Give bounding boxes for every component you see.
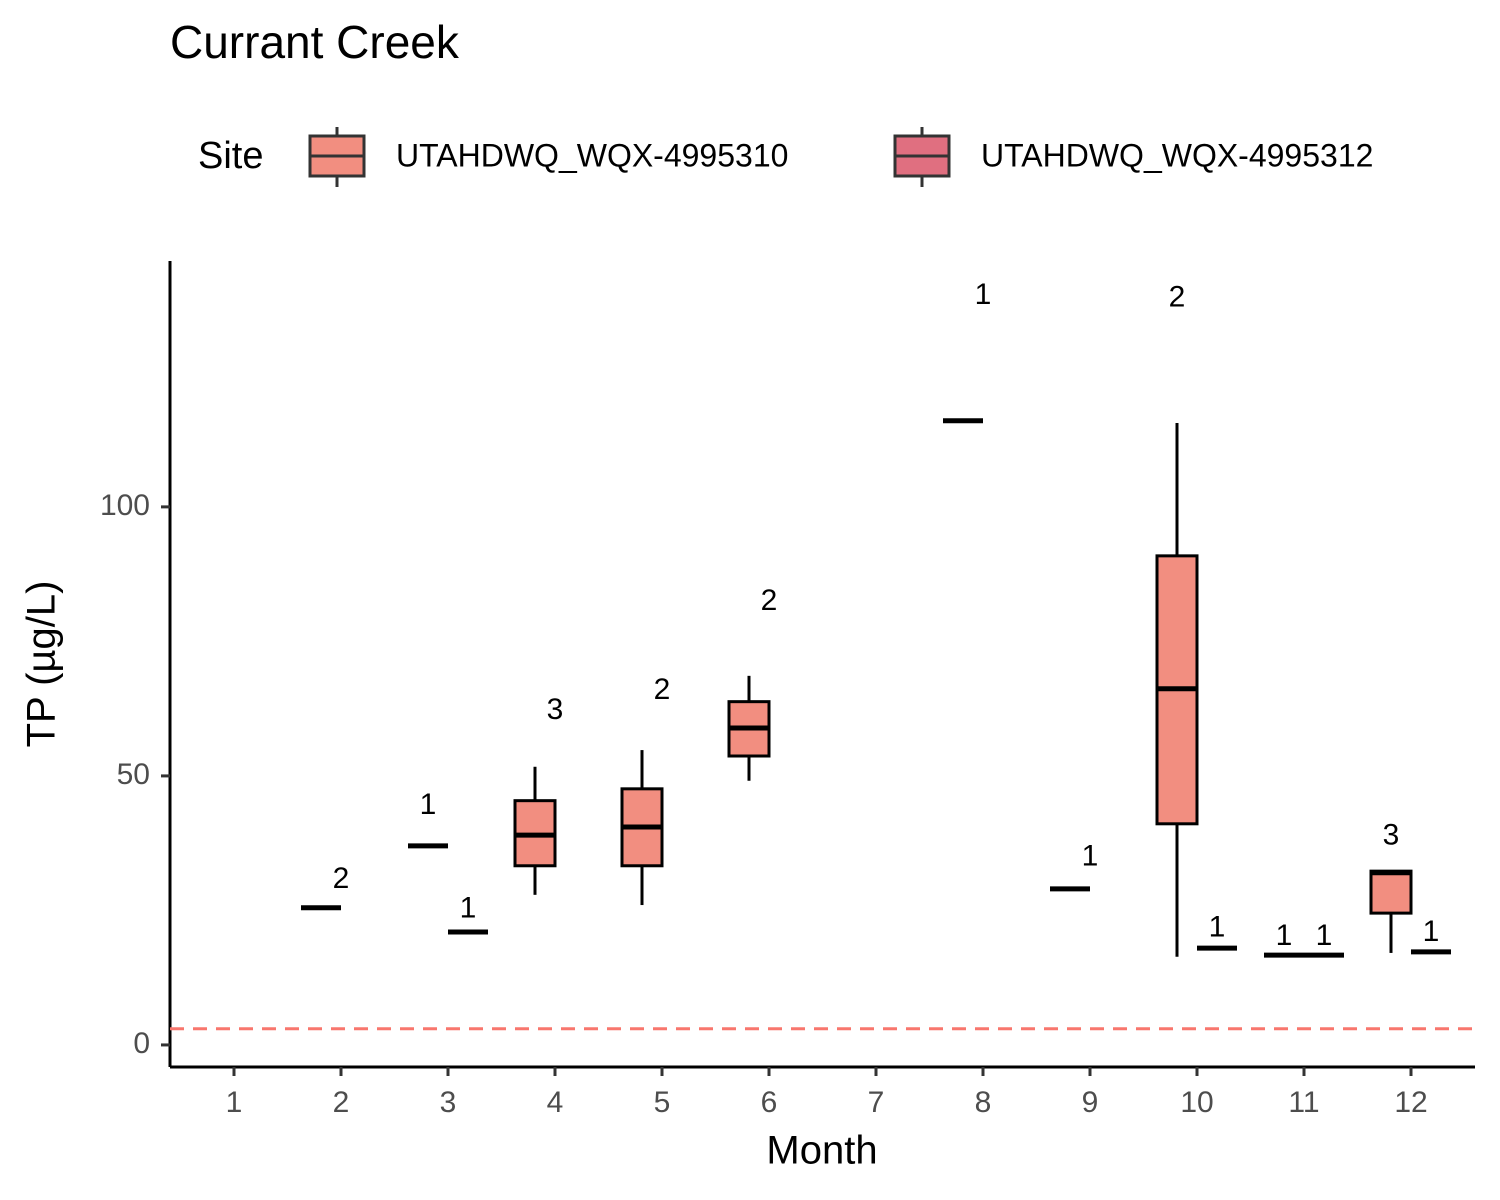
x-tick-label: 6 [761,1086,778,1119]
count-label: 1 [1316,919,1333,952]
x-tick-label: 11 [1288,1086,1319,1119]
count-label: 1 [1082,840,1099,873]
count-label: 1 [420,788,437,821]
count-label: 1 [1209,911,1226,944]
chart-title: Currant Creek [170,16,460,68]
x-tick-label: 8 [975,1086,992,1119]
x-tick-label: 1 [226,1086,243,1119]
legend-label: UTAHDWQ_WQX-4995310 [396,137,788,173]
x-tick-label: 10 [1180,1086,1213,1119]
x-tick-label: 5 [654,1086,671,1119]
count-label: 2 [654,673,671,706]
x-tick-label: 4 [547,1086,564,1119]
x-axis-title: Month [766,1129,877,1173]
x-tick-label: 3 [440,1086,457,1119]
y-axis-title: TP (µg/L) [20,581,64,748]
count-label: 2 [333,862,350,895]
x-tick-label: 7 [868,1086,885,1119]
count-label: 1 [1423,915,1440,948]
count-label: 1 [460,891,477,924]
x-tick-label: 9 [1082,1086,1099,1119]
count-label: 3 [547,693,564,726]
y-tick-label: 100 [100,489,150,522]
box [1369,869,1413,915]
count-label: 1 [975,278,992,311]
count-label: 2 [1169,280,1186,313]
x-tick-label: 2 [333,1086,350,1119]
legend-label: UTAHDWQ_WQX-4995312 [981,137,1373,173]
y-tick-label: 50 [117,758,150,791]
y-tick-label: 0 [133,1027,150,1060]
count-label: 1 [1276,919,1293,952]
x-tick-label: 12 [1394,1086,1427,1119]
count-label: 3 [1383,818,1400,851]
legend-title: Site [198,135,263,177]
count-label: 2 [761,584,778,617]
